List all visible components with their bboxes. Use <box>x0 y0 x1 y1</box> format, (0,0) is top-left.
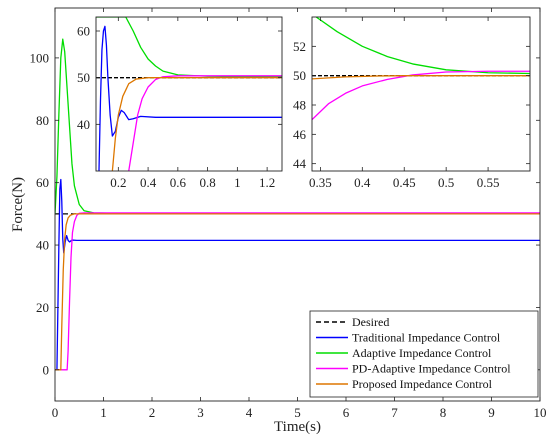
inset-1-xtick-label: 0.8 <box>199 175 215 190</box>
inset-1-background <box>96 17 282 171</box>
inset-1-xtick-label: 0.4 <box>140 175 157 190</box>
inset-2-xtick-label: 0.5 <box>438 175 454 190</box>
inset-2-background <box>312 17 530 171</box>
main-ylabel: Force(N) <box>10 177 26 232</box>
main-xtick-label: 4 <box>246 405 253 420</box>
main-xtick-label: 9 <box>488 405 495 420</box>
inset-2-xtick-label: 0.4 <box>354 175 371 190</box>
inset-plot-2: 0.35 0.4 0.45 0.5 0.55 44 46 48 50 52 <box>293 16 531 190</box>
inset-2-series-pd-adaptive-impedance-control <box>312 70 530 121</box>
main-ytick-label: 40 <box>36 238 49 253</box>
main-xtick-label: 5 <box>294 405 301 420</box>
inset-1-series-traditional-impedance-control <box>98 25 282 171</box>
main-xtick-label: 2 <box>149 405 156 420</box>
inset-2-xtick-label: 0.45 <box>393 175 416 190</box>
legend-entry: Proposed Impedance Control <box>352 377 493 391</box>
inset-2-ytick-label: 48 <box>293 98 306 113</box>
legend-entry: Traditional Impedance Control <box>352 331 501 345</box>
main-series-pd-adaptive-impedance-control <box>55 212 540 371</box>
inset-2-series-group <box>312 17 530 121</box>
inset-2-series-adaptive-impedance-control <box>315 17 530 75</box>
inset-1-xtick-label: 1.2 <box>259 175 275 190</box>
main-ytick-label: 80 <box>36 113 49 128</box>
main-ytick-label: 60 <box>36 175 49 190</box>
main-ytick-label: 100 <box>30 50 50 65</box>
inset-2-xtick-label: 0.55 <box>477 175 500 190</box>
inset-2-frame <box>311 16 531 172</box>
inset-plot-1: 0.2 0.4 0.6 0.8 1 1.2 40 50 60 <box>77 16 283 190</box>
inset-1-series-group <box>96 17 282 171</box>
main-xlabel: Time(s) <box>274 419 321 435</box>
inset-1-frame <box>95 16 283 172</box>
legend-entry: PD-Adaptive Impedance Control <box>352 362 511 376</box>
inset-2-series-proposed-impedance-control <box>312 75 530 80</box>
inset-2-ytick-label: 52 <box>293 39 306 54</box>
legend-entry: Adaptive Impedance Control <box>352 346 492 360</box>
inset-2-ytick-label: 46 <box>293 127 307 142</box>
main-ytick-label: 20 <box>36 300 49 315</box>
main-xtick-label: 1 <box>100 405 107 420</box>
main-series-proposed-impedance-control <box>55 213 540 371</box>
inset-1-ytick-label: 40 <box>77 117 90 132</box>
main-series-group <box>55 38 540 371</box>
inset-2-ytick-label: 44 <box>293 156 307 171</box>
inset-1-xtick-label: 1 <box>234 175 241 190</box>
inset-2-ytick-label: 50 <box>293 68 306 83</box>
main-xtick-label: 8 <box>440 405 447 420</box>
main-xtick-label: 3 <box>197 405 204 420</box>
main-xtick-label: 0 <box>52 405 59 420</box>
inset-1-xtick-label: 0.2 <box>110 175 126 190</box>
main-series-adaptive-impedance-control <box>55 38 540 214</box>
inset-1-ytick-label: 50 <box>77 70 90 85</box>
main-xtick-label: 7 <box>391 405 398 420</box>
inset-2-xtick-label: 0.35 <box>309 175 332 190</box>
inset-1-ytick-label: 60 <box>77 24 90 39</box>
legend: Desired Traditional Impedance ControlAdap… <box>309 310 539 398</box>
inset-1-series-proposed-impedance-control <box>111 77 282 171</box>
inset-1-xtick-label: 0.6 <box>170 175 187 190</box>
legend-box <box>309 310 539 398</box>
main-ytick-label: 0 <box>43 362 50 377</box>
inset-1-series-pd-adaptive-impedance-control <box>128 75 282 171</box>
main-xtick-label: 10 <box>534 405 547 420</box>
main-xtick-label: 6 <box>343 405 350 420</box>
legend-entry: Desired <box>352 315 389 329</box>
